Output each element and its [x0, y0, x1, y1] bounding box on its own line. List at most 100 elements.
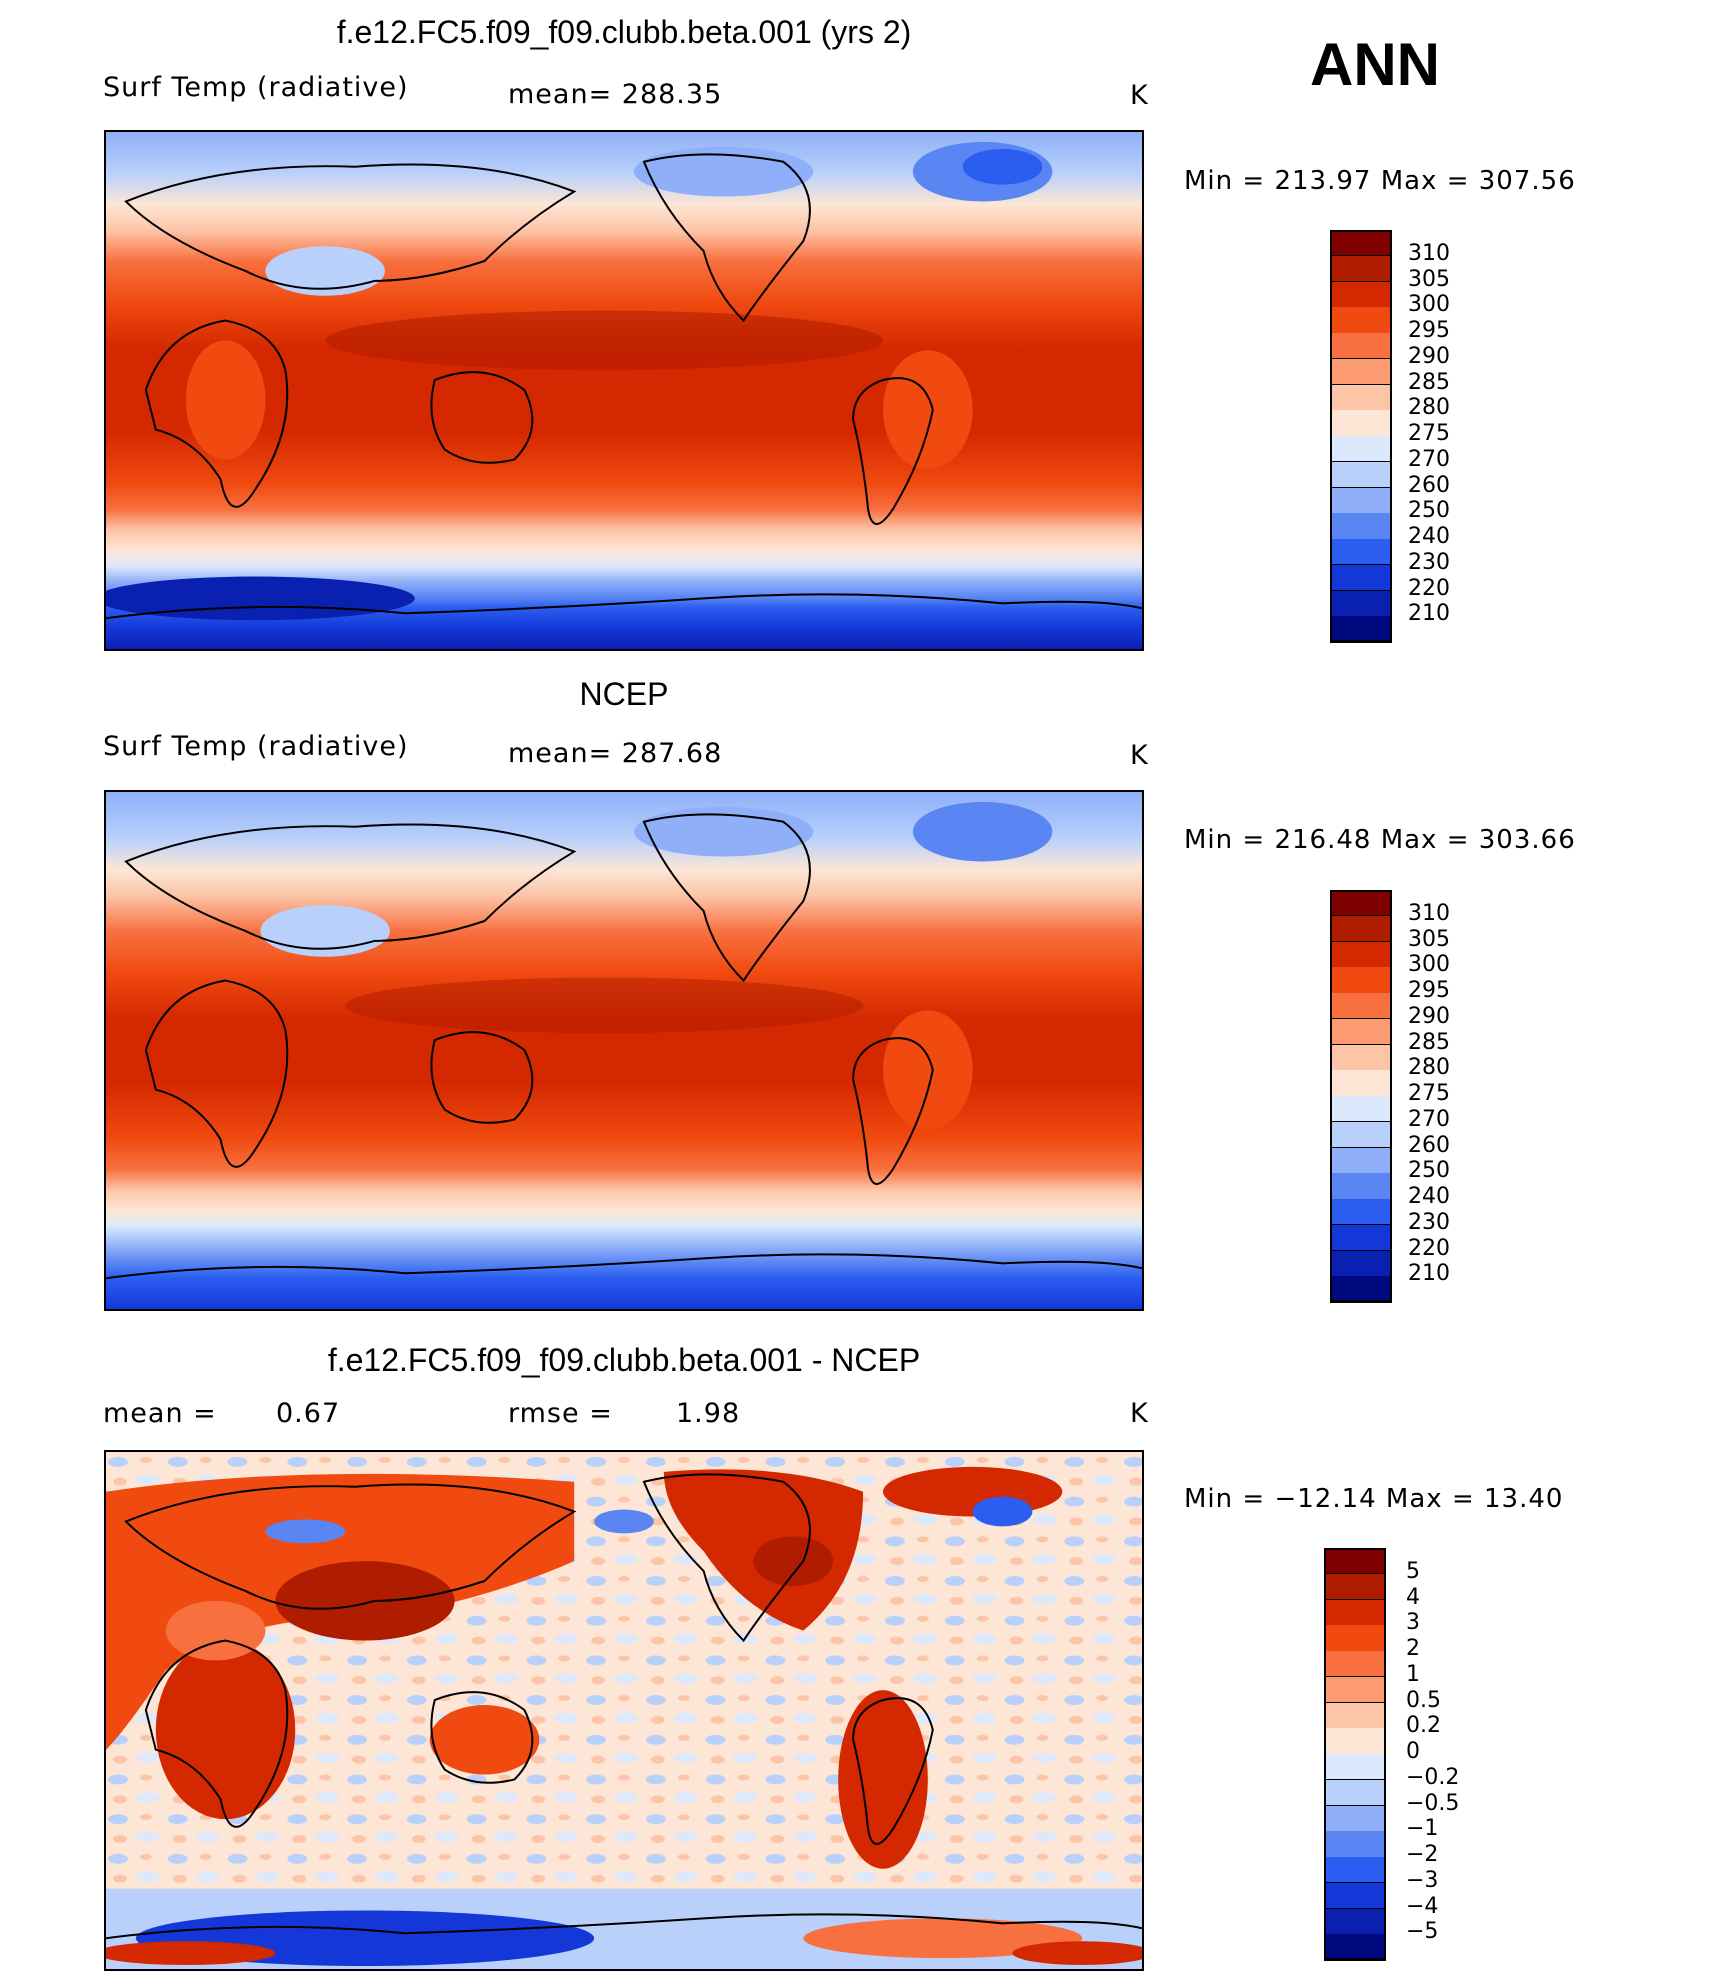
colorbar-tick-label: 3 [1406, 1610, 1420, 1636]
colorbar-tick-label: 1 [1406, 1661, 1420, 1687]
colorbar-tick-label: 285 [1408, 1029, 1450, 1055]
colorbar-tick-label: 260 [1408, 472, 1450, 498]
panel3-rmse-value: 1.98 [676, 1398, 741, 1429]
colorbar-band [1330, 384, 1392, 411]
colorbar-band [1330, 993, 1392, 1020]
colorbar-band [1324, 1702, 1386, 1729]
panel1-map [104, 130, 1144, 651]
panel3-mean-value: 0.67 [276, 1398, 341, 1429]
colorbar-tick-label: 310 [1408, 900, 1450, 926]
colorbar-tick-label: 280 [1408, 1055, 1450, 1081]
colorbar-tick-label: 4 [1406, 1584, 1420, 1610]
panel1-unit: K [1130, 80, 1149, 111]
colorbar-tick-label: 220 [1408, 1235, 1450, 1261]
colorbar-band [1330, 890, 1392, 917]
colorbar-band [1330, 436, 1392, 463]
colorbar-band [1330, 1199, 1392, 1226]
colorbar-band [1324, 1676, 1386, 1703]
colorbar-band [1324, 1934, 1386, 1961]
colorbar-band [1324, 1625, 1386, 1652]
colorbar-tick-label: 285 [1408, 369, 1450, 395]
colorbar-band [1324, 1754, 1386, 1781]
colorbar-band [1330, 1250, 1392, 1277]
colorbar-band [1324, 1779, 1386, 1806]
colorbar-band [1324, 1573, 1386, 1600]
colorbar-band [1330, 230, 1392, 257]
panel1-field [106, 132, 1142, 649]
colorbar-band [1330, 255, 1392, 282]
colorbar-tick-label: 300 [1408, 952, 1450, 978]
colorbar-tick-label: 290 [1408, 1003, 1450, 1029]
colorbar-band [1330, 461, 1392, 488]
colorbar-band [1330, 941, 1392, 968]
colorbar-tick-label: 250 [1408, 498, 1450, 524]
colorbar-tick-label: −1 [1406, 1816, 1439, 1842]
colorbar-band [1330, 1044, 1392, 1071]
panel3-mean-label: mean = [103, 1398, 217, 1429]
colorbar-tick-label: 260 [1408, 1132, 1450, 1158]
colorbar-band [1324, 1599, 1386, 1626]
colorbar-tick-label: 0.2 [1406, 1713, 1441, 1739]
panel2-title: NCEP [579, 676, 669, 712]
colorbar-tick-label: 280 [1408, 395, 1450, 421]
panel2-minmax: Min = 216.48 Max = 303.66 [1184, 825, 1576, 855]
colorbar-tick-label: 220 [1408, 575, 1450, 601]
colorbar-band [1330, 1173, 1392, 1200]
panel2-unit: K [1130, 740, 1149, 771]
colorbar-band [1324, 1728, 1386, 1755]
panel1-minmax: Min = 213.97 Max = 307.56 [1184, 166, 1576, 196]
colorbar-tick-label: 240 [1408, 1184, 1450, 1209]
panel3-title: f.e12.FC5.f09_f09.clubb.beta.001 - NCEP [327, 1342, 921, 1378]
colorbar-tick-label: 270 [1408, 446, 1450, 472]
colorbar-band [1330, 358, 1392, 385]
colorbar-tick-label: 230 [1408, 1209, 1450, 1235]
colorbar-tick-label: 210 [1408, 601, 1450, 627]
season-label: ANN [1310, 31, 1440, 98]
colorbar-band [1330, 1018, 1392, 1045]
colorbar-band [1330, 410, 1392, 437]
colorbar-tick-label: 270 [1408, 1106, 1450, 1132]
colorbar-tick-label: −5 [1406, 1919, 1439, 1945]
panel2-field [106, 792, 1142, 1309]
colorbar-band [1330, 513, 1392, 540]
colorbar-tick-label: 295 [1408, 978, 1450, 1003]
colorbar-band [1330, 307, 1392, 334]
colorbar-tick-label: −0.2 [1406, 1764, 1460, 1790]
panel2-map [104, 790, 1144, 1311]
colorbar-band [1330, 1096, 1392, 1123]
colorbar-tick-label: 305 [1408, 266, 1450, 292]
colorbar-band [1324, 1651, 1386, 1678]
panel3-minmax: Min = −12.14 Max = 13.40 [1184, 1484, 1564, 1514]
panel1-colorbar-box [1330, 230, 1392, 642]
colorbar-band [1330, 616, 1392, 643]
colorbar-tick-label: 305 [1408, 926, 1450, 952]
colorbar-band [1324, 1805, 1386, 1832]
colorbar-tick-label: 0.5 [1406, 1687, 1441, 1713]
colorbar-band [1330, 487, 1392, 514]
colorbar-tick-label: 275 [1408, 1081, 1450, 1106]
colorbar-tick-label: −3 [1406, 1867, 1439, 1893]
panel3-rmse-label: rmse = [508, 1398, 613, 1429]
colorbar-band [1330, 967, 1392, 994]
panel1-mean: mean= 288.35 [508, 79, 723, 110]
colorbar-tick-label: 275 [1408, 421, 1450, 446]
colorbar-tick-label: 250 [1408, 1158, 1450, 1184]
panel2-colorbar-box [1330, 890, 1392, 1302]
colorbar-tick-label: 0 [1406, 1739, 1420, 1764]
colorbar-tick-label: 210 [1408, 1261, 1450, 1287]
panel3-unit: K [1130, 1398, 1149, 1429]
colorbar-band [1330, 590, 1392, 617]
colorbar-band [1330, 915, 1392, 942]
colorbar-tick-label: 2 [1406, 1636, 1420, 1661]
colorbar-band [1330, 564, 1392, 591]
panel2-variable-label: Surf Temp (radiative) [103, 731, 409, 762]
panel3-field [106, 1452, 1142, 1969]
panel1-title: f.e12.FC5.f09_f09.clubb.beta.001 (yrs 2) [336, 14, 912, 50]
colorbar-band [1324, 1882, 1386, 1909]
colorbar-band [1330, 333, 1392, 360]
colorbar-band [1330, 1121, 1392, 1148]
panel3-map [104, 1450, 1144, 1971]
panel2-mean: mean= 287.68 [508, 738, 723, 769]
colorbar-band [1324, 1548, 1386, 1575]
colorbar-tick-label: 295 [1408, 318, 1450, 343]
